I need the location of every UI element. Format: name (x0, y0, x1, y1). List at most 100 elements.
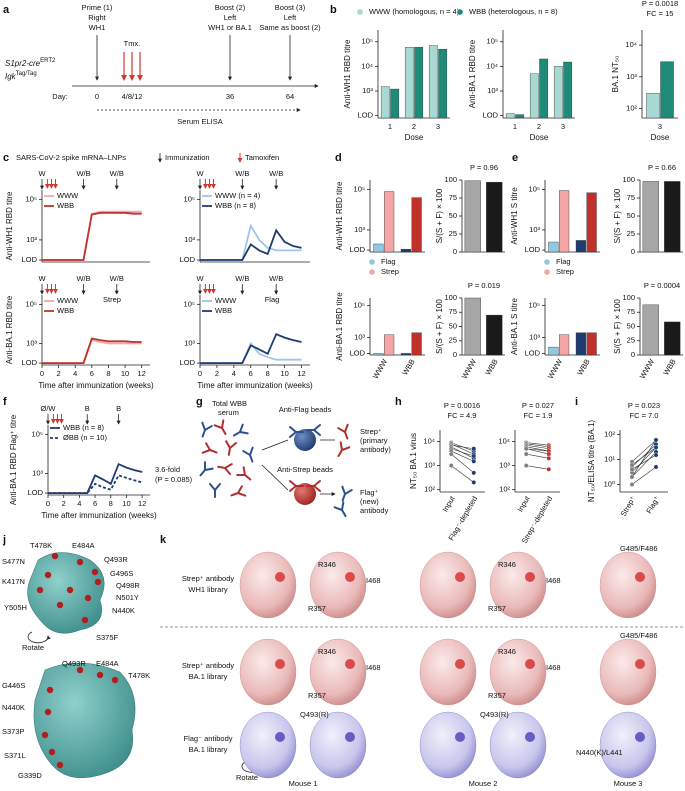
y-tick-label: 10⁵ (184, 195, 195, 204)
hotspot (525, 572, 535, 582)
label: S1pr2-cre (5, 59, 41, 68)
panel-letter: f (3, 396, 7, 408)
y-tick-label: 25 (627, 229, 635, 238)
y-axis-label: Anti-WH1 RBD titre (343, 39, 352, 108)
mutation-site (76, 558, 84, 566)
annotation: P = 0.0016 (444, 401, 480, 410)
y-tick-label: 10³ (354, 332, 365, 341)
series-line (200, 333, 302, 364)
y-tick-label: 10² (424, 485, 435, 494)
bar (559, 190, 570, 253)
residue-label: G485/F486 (620, 631, 658, 640)
mutation-label: S375F (96, 633, 119, 642)
antibody (201, 421, 213, 438)
x-tick-label: 1 (513, 122, 517, 131)
y-tick-label: 10³ (529, 225, 540, 234)
y-tick-label: 10² (604, 429, 615, 438)
legend-swatch (369, 259, 375, 265)
y-axis-label: NT₅₀ BA.1 virus (409, 433, 418, 489)
bar (505, 113, 515, 119)
y-axis-label: NT₅₀/ELISA titre (BA.1) (587, 420, 596, 502)
hotspot (275, 572, 285, 582)
x-tick-label: WBB (575, 357, 591, 376)
mutation-label: S373P (2, 727, 25, 736)
pair-line (526, 446, 549, 452)
x-axis-label: Time after immunization (weeks) (197, 381, 313, 390)
structure (239, 711, 297, 779)
y-tick-label: 10⁴ (625, 40, 637, 49)
x-tick-label: 3 (658, 122, 662, 131)
legend-label: WBB (215, 306, 232, 315)
y-tick-label: LOD (350, 348, 366, 357)
y-tick-label: 10⁵ (184, 299, 195, 308)
label: Tmx. (124, 39, 141, 48)
panel-letter: e (512, 152, 518, 164)
label: Boost (3) (275, 3, 306, 12)
structure (599, 551, 657, 619)
bar (642, 304, 659, 356)
point (448, 451, 454, 457)
label: antibody (360, 506, 389, 515)
pair-line (526, 448, 549, 455)
annotation: 3.6-fold (155, 465, 180, 474)
immunization-label: W/B (235, 274, 249, 283)
mutation-site (44, 708, 52, 716)
y-tick-label: 0 (453, 350, 457, 359)
arrow (261, 439, 335, 494)
y-tick-label: 10³ (184, 235, 195, 244)
antibody (306, 480, 321, 492)
bar (400, 353, 411, 356)
legend-swatch (357, 9, 363, 15)
x-tick-label: Input (516, 494, 533, 514)
annotation: FC = 4.9 (448, 411, 477, 420)
antibody (217, 463, 233, 475)
pair-line (526, 448, 549, 452)
residue-label: R346 (498, 647, 516, 656)
bar (384, 191, 395, 253)
hotspot (635, 659, 645, 669)
bar (575, 240, 586, 253)
label: Prime (1) (82, 3, 113, 12)
pair-line (526, 442, 549, 446)
antibody (242, 446, 254, 463)
label: (new) (360, 497, 379, 506)
antibody (232, 423, 249, 437)
residue-label: I468 (366, 576, 381, 585)
series-line (42, 212, 142, 261)
label: Right (88, 13, 106, 22)
panel-letter: d (335, 152, 342, 164)
immunization-label: W/B (235, 169, 249, 178)
label: WH1 or BA.1 (208, 23, 252, 32)
mutation-label: S477N (2, 557, 25, 566)
legend-label: WBB (57, 201, 74, 210)
legend-label: Strep (556, 267, 574, 276)
pair-line (526, 443, 549, 448)
y-tick-label: LOD (483, 111, 499, 120)
label: Left (284, 13, 297, 22)
label: Flag⁺ (360, 488, 379, 497)
panel-letter: c (3, 152, 9, 164)
x-tick-label: 6 (90, 369, 94, 378)
y-tick-label: 50 (627, 211, 635, 220)
mutation-site (84, 594, 92, 602)
x-tick-label: 3 (561, 122, 565, 131)
x-tick-label: WBB (661, 357, 677, 376)
mutation-label: T478K (30, 541, 52, 550)
y-tick-label: 10⁵ (26, 195, 37, 204)
mutation-site (96, 671, 104, 679)
y-tick-label: 10⁰ (604, 479, 615, 488)
row-label: Strep⁺ antibody (182, 574, 235, 583)
x-tick-label: 12 (297, 369, 305, 378)
antibody (289, 480, 304, 492)
mutation-site (81, 616, 89, 624)
mutation-site (48, 748, 56, 756)
y-tick-label: LOD (525, 348, 541, 357)
antibody (306, 424, 321, 436)
antibody (341, 485, 353, 502)
rotate-arrow (27, 631, 51, 644)
x-axis-label: Time after immunization (weeks) (38, 381, 154, 390)
legend-label: Strep (381, 267, 399, 276)
y-tick-label: 10¹ (604, 454, 615, 463)
label: Tamoxifen (245, 153, 279, 162)
